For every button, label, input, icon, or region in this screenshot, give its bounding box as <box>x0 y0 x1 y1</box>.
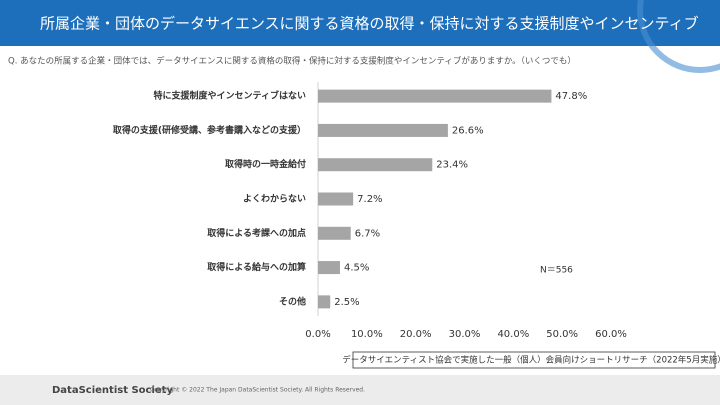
category-label: 取得時の一時金給付 <box>225 158 306 170</box>
note: データサイエンティスト協会で実施した一般（個人）会員向けショートリサーチ（202… <box>342 355 720 366</box>
footer-band <box>0 375 720 405</box>
note-box <box>352 351 716 369</box>
bar <box>318 261 340 275</box>
x-tick-label: 60.0% <box>595 329 627 340</box>
value-label: 2.5% <box>334 297 359 308</box>
value-label: 26.6% <box>452 125 484 136</box>
bar <box>318 226 351 240</box>
bar <box>318 295 331 309</box>
value-label: 23.4% <box>436 160 468 171</box>
value-label: 47.8% <box>555 91 587 102</box>
value-label: 4.5% <box>344 263 369 274</box>
chart-title: 所属企業・団体のデータサイエンスに関する資格の取得・保持に対する支援制度やインセ… <box>40 15 699 33</box>
category-label: その他 <box>279 295 306 307</box>
category-label: 取得の支援(研修受講、参考書購入などの支援） <box>113 124 306 136</box>
bar <box>318 192 354 206</box>
header-decoration <box>637 0 720 73</box>
x-tick-label: 30.0% <box>449 329 481 340</box>
x-tick-label: 20.0% <box>400 329 432 340</box>
category-label: 取得による給与への加算 <box>207 261 306 273</box>
footer-brand: DataScientist Society <box>52 385 173 396</box>
footer-copyright: Copyright © 2022 The Japan DataScientist… <box>150 387 365 394</box>
x-tick-label: 10.0% <box>351 329 383 340</box>
category-label: 取得による考課への加点 <box>207 227 306 239</box>
bar <box>318 158 433 172</box>
value-label: 7.2% <box>357 194 382 205</box>
category-label: よくわからない <box>243 194 306 205</box>
x-tick-label: 40.0% <box>497 329 529 340</box>
annotation: N＝556 <box>540 266 573 276</box>
bar <box>318 123 448 137</box>
value-label: 6.7% <box>355 228 380 239</box>
x-tick-label: 50.0% <box>546 329 578 340</box>
question: Q. あなたの所属する企業・団体では、データサイエンスに関する資格の取得・保持に… <box>8 56 576 67</box>
bar <box>318 89 552 103</box>
x-tick-label: 0.0% <box>305 329 330 340</box>
header-band <box>0 0 720 46</box>
category-label: 特に支援制度やインセンティブはない <box>154 90 306 102</box>
